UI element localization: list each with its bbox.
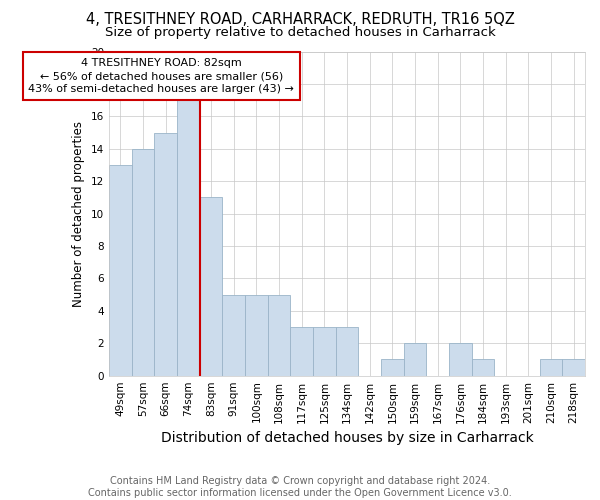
Bar <box>472 360 494 376</box>
Bar <box>109 165 131 376</box>
Bar <box>404 344 427 376</box>
Bar <box>449 344 472 376</box>
Bar <box>154 132 177 376</box>
X-axis label: Distribution of detached houses by size in Carharrack: Distribution of detached houses by size … <box>161 431 533 445</box>
Bar <box>268 294 290 376</box>
Bar <box>131 149 154 376</box>
Y-axis label: Number of detached properties: Number of detached properties <box>73 120 85 306</box>
Bar <box>290 327 313 376</box>
Text: 4 TRESITHNEY ROAD: 82sqm
← 56% of detached houses are smaller (56)
43% of semi-d: 4 TRESITHNEY ROAD: 82sqm ← 56% of detach… <box>28 58 294 94</box>
Bar <box>335 327 358 376</box>
Bar <box>539 360 562 376</box>
Text: Contains HM Land Registry data © Crown copyright and database right 2024.
Contai: Contains HM Land Registry data © Crown c… <box>88 476 512 498</box>
Bar <box>245 294 268 376</box>
Bar <box>177 100 200 375</box>
Text: Size of property relative to detached houses in Carharrack: Size of property relative to detached ho… <box>104 26 496 39</box>
Bar <box>223 294 245 376</box>
Text: 4, TRESITHNEY ROAD, CARHARRACK, REDRUTH, TR16 5QZ: 4, TRESITHNEY ROAD, CARHARRACK, REDRUTH,… <box>86 12 514 28</box>
Bar <box>200 198 223 376</box>
Bar <box>381 360 404 376</box>
Bar <box>562 360 585 376</box>
Bar <box>313 327 335 376</box>
